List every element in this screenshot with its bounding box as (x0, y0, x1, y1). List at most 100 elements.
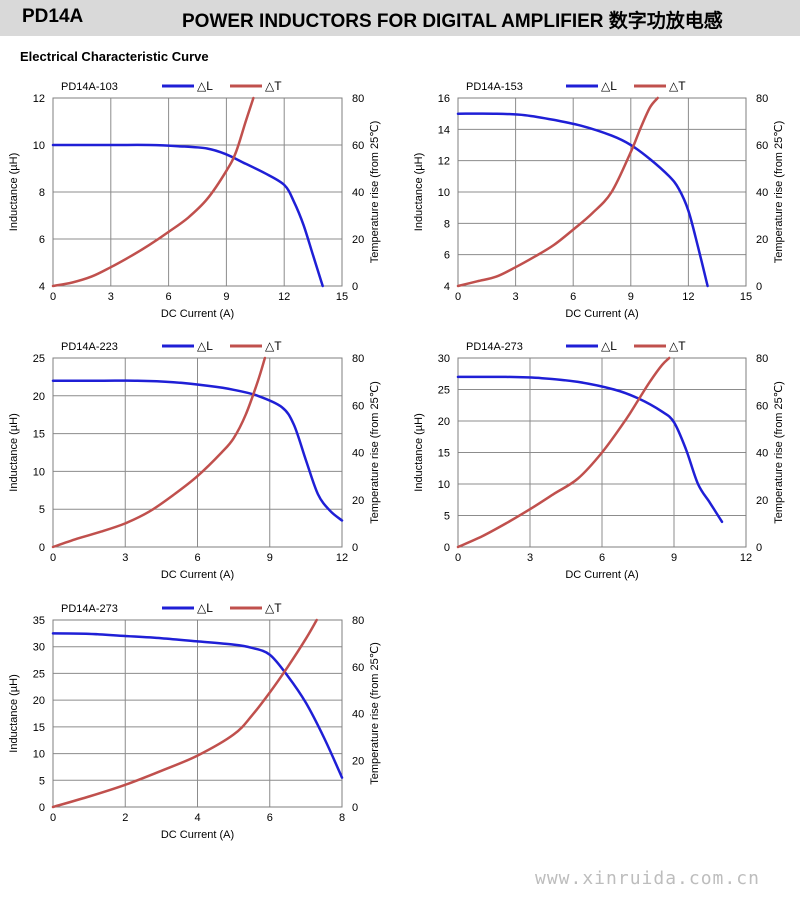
chart-title: PD14A-273 (466, 341, 523, 353)
y-tick-label: 0 (39, 542, 45, 554)
legend-label-temperature: △T (265, 79, 282, 93)
x-tick-label: 12 (740, 552, 752, 564)
y2-tick-label: 60 (352, 140, 364, 152)
x-tick-label: 0 (50, 552, 56, 564)
series-line-inductance (51, 632, 344, 779)
legend-label-temperature: △T (265, 339, 282, 353)
y2-tick-label: 60 (352, 400, 364, 412)
y-tick-label: 6 (444, 250, 450, 262)
series-line-temperature (456, 96, 659, 288)
y2-axis-label: Temperature rise (from 25℃) (369, 642, 381, 785)
y-axis-label: Inductance (µH) (8, 674, 20, 752)
y-tick-label: 10 (438, 187, 450, 199)
y-axis-label: Inductance (µH) (413, 153, 425, 231)
y-tick-label: 15 (33, 429, 45, 441)
series-line-inductance (456, 112, 709, 288)
y2-tick-label: 0 (756, 281, 762, 293)
chart-title: PD14A-103 (61, 81, 118, 93)
y2-tick-label: 80 (756, 353, 768, 365)
series-line-inductance (51, 379, 344, 522)
x-tick-label: 12 (682, 291, 694, 303)
legend-label-inductance: △L (197, 339, 213, 353)
series-line-temperature (51, 96, 255, 288)
y-tick-label: 8 (444, 218, 450, 230)
legend-label-temperature: △T (669, 79, 686, 93)
x-tick-label: 3 (513, 291, 519, 303)
y2-tick-label: 40 (352, 448, 364, 460)
y-tick-label: 12 (438, 156, 450, 168)
part-number: PD14A (22, 6, 84, 27)
y-tick-label: 4 (444, 281, 450, 293)
y-tick-label: 16 (438, 93, 450, 105)
x-tick-label: 9 (223, 291, 229, 303)
series-line-temperature (51, 618, 318, 809)
y2-tick-label: 80 (352, 93, 364, 105)
y2-axis-label: Temperature rise (from 25℃) (773, 121, 785, 264)
chart-panel: 0 3 6 9 12 15 4 6 8 10 12 0 20 40 60 80 DC Current (A) In… (8, 79, 381, 320)
y2-axis-label: Temperature rise (from 25℃) (369, 121, 381, 264)
chart-panel: 0 3 6 9 12 0 5 10 15 20 25 30 0 20 40 60 80 DC Current (A… (413, 339, 785, 581)
y-tick-label: 0 (444, 542, 450, 554)
y-tick-label: 25 (33, 353, 45, 365)
y-tick-label: 30 (438, 353, 450, 365)
y2-tick-label: 80 (352, 615, 364, 627)
x-axis-label: DC Current (A) (161, 829, 234, 841)
legend-label-inductance: △L (197, 601, 213, 615)
y2-tick-label: 0 (756, 542, 762, 554)
y2-tick-label: 80 (352, 353, 364, 365)
y-tick-label: 30 (33, 642, 45, 654)
x-tick-label: 0 (455, 552, 461, 564)
section-title: Electrical Characteristic Curve (20, 49, 209, 64)
y-tick-label: 10 (438, 479, 450, 491)
y-tick-label: 8 (39, 187, 45, 199)
y-axis-label: Inductance (µH) (8, 153, 20, 231)
y-tick-label: 4 (39, 281, 45, 293)
y2-axis-label: Temperature rise (from 25℃) (369, 381, 381, 524)
y-tick-label: 20 (33, 391, 45, 403)
x-tick-label: 12 (278, 291, 290, 303)
y-tick-label: 25 (33, 668, 45, 680)
x-tick-label: 0 (455, 291, 461, 303)
y-tick-label: 10 (33, 140, 45, 152)
legend-label-inductance: △L (601, 339, 617, 353)
series-line-inductance (456, 375, 724, 524)
header-bar (0, 0, 800, 36)
y-tick-label: 0 (39, 802, 45, 814)
x-axis-label: DC Current (A) (161, 308, 234, 320)
legend-label-inductance: △L (197, 79, 213, 93)
y2-tick-label: 20 (756, 234, 768, 246)
y-tick-label: 20 (33, 695, 45, 707)
y2-tick-label: 60 (756, 400, 768, 412)
chart-panel: 0 3 6 9 12 15 4 6 8 10 12 14 16 0 20 40 60 80 DC Current (… (413, 79, 785, 320)
y-tick-label: 6 (39, 234, 45, 246)
y-axis-label: Inductance (µH) (413, 413, 425, 491)
y-tick-label: 14 (438, 124, 450, 136)
x-tick-label: 9 (671, 552, 677, 564)
header-title: POWER INDUCTORS FOR DIGITAL AMPLIFIER 数字… (182, 11, 723, 32)
y-tick-label: 5 (39, 775, 45, 787)
y2-tick-label: 40 (352, 187, 364, 199)
x-tick-label: 15 (336, 291, 348, 303)
x-tick-label: 0 (50, 812, 56, 824)
plot-frame (457, 357, 747, 548)
plot-frame (52, 619, 343, 808)
x-tick-label: 6 (166, 291, 172, 303)
watermark: www.xinruida.com.cn (535, 868, 760, 889)
x-tick-label: 3 (122, 552, 128, 564)
y2-tick-label: 60 (352, 662, 364, 674)
x-tick-label: 0 (50, 291, 56, 303)
x-tick-label: 12 (336, 552, 348, 564)
y-tick-label: 5 (39, 504, 45, 516)
legend-label-temperature: △T (669, 339, 686, 353)
x-axis-label: DC Current (A) (161, 569, 234, 581)
chart-panel: 0 3 6 9 12 0 5 10 15 20 25 0 20 40 60 80 DC Current (A) I… (8, 339, 381, 581)
y2-tick-label: 40 (756, 448, 768, 460)
x-tick-label: 3 (108, 291, 114, 303)
x-tick-label: 4 (194, 812, 200, 824)
x-tick-label: 6 (570, 291, 576, 303)
x-axis-label: DC Current (A) (565, 569, 638, 581)
y-tick-label: 5 (444, 511, 450, 523)
chart-title: PD14A-223 (61, 341, 118, 353)
